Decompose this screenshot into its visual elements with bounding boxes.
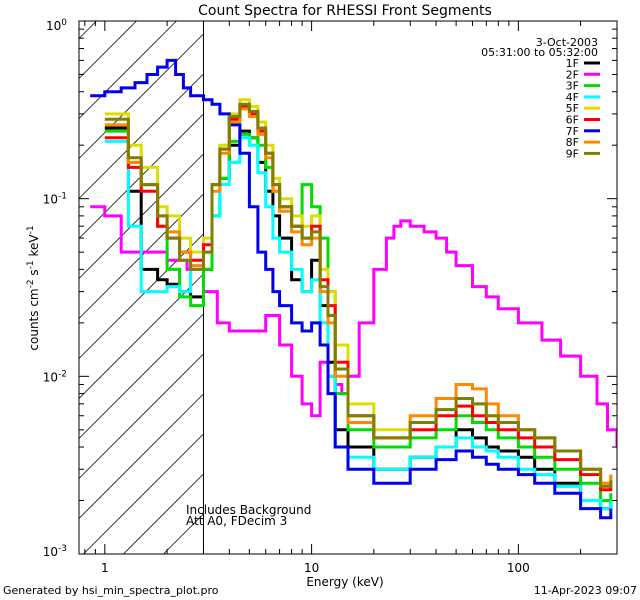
legend-label-7F: 7F [566,125,579,138]
legend-label-6F: 6F [566,114,579,127]
hatch-line [78,20,137,79]
x-tick-labels: 1 10 100 [101,561,530,575]
series-line-9F [104,102,613,488]
legend-label-2F: 2F [566,68,579,81]
annotation-background: Includes Background [186,503,311,517]
footer-generated-by: Generated by hsi_min_spectra_plot.pro [3,584,219,597]
hatch-line [78,273,204,399]
y-tick-labels: 100 10-1 10-2 10-3 [43,18,68,559]
chart-title: Count Spectra for RHESSI Front Segments [198,3,492,19]
hatch-line [78,393,204,519]
time-range-label: 05:31:00 to 05:32:00 [481,46,598,59]
legend-label-9F: 9F [566,147,579,160]
axes-ticks [79,20,618,555]
hatch-line [78,233,204,359]
legend-label-1F: 1F [566,57,579,70]
hatch-line [78,33,204,159]
hatch-line [78,313,204,439]
y-tick-label: 10-1 [43,192,67,207]
hatch-line [83,433,204,555]
hatch-line [163,513,204,555]
hatch-line [78,20,177,119]
y-tick-label: 100 [46,18,67,33]
series-lines [90,58,617,520]
x-tick-label: 10 [304,561,319,575]
legend-label-3F: 3F [566,80,579,93]
y-tick-label: 10-2 [43,369,67,384]
hatch-line [123,473,204,555]
footer-timestamp: 11-Apr-2023 09:07 [534,584,637,597]
legend-label-8F: 8F [566,136,579,149]
hatch-line [78,353,204,479]
legend-label-4F: 4F [566,91,579,104]
series-line-2F [90,205,617,447]
series-line-3F [104,129,613,502]
hatch-line [78,73,204,199]
plot-frame [78,20,618,555]
hatch-line [78,20,97,39]
series-line-7F [90,58,613,520]
x-tick-label: 100 [507,561,530,575]
x-axis-label: Energy (keV) [306,575,383,589]
y-axis-label: counts cm-2 s-1 keV-1 [26,225,41,350]
x-tick-label: 1 [101,561,109,575]
date-label: 3-Oct-2003 [536,36,598,49]
annotation-attenuator: Att A0, FDecim 3 [186,514,287,528]
legend-label-5F: 5F [566,102,579,115]
y-tick-label: 10-3 [43,544,67,559]
